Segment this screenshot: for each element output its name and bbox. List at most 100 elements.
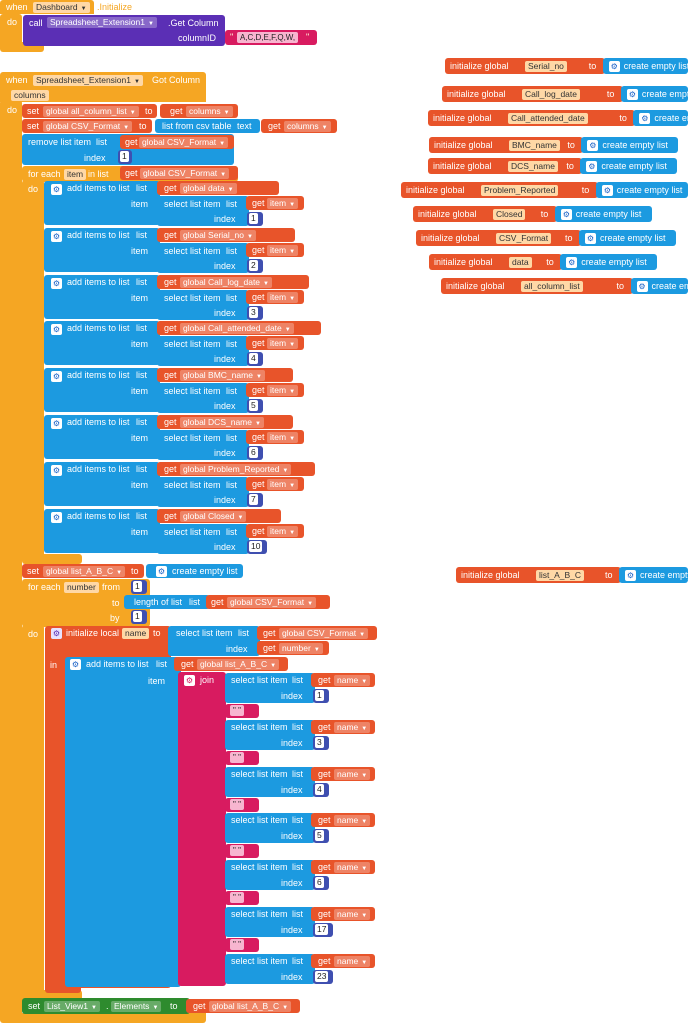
gear-icon[interactable]: ⚙: [51, 324, 62, 336]
create-empty-list-block[interactable]: [560, 254, 658, 270]
number-value[interactable]: 10: [249, 540, 263, 552]
select-list-item-block[interactable]: [157, 383, 249, 414]
number-value[interactable]: 3: [315, 736, 324, 748]
add-items-block[interactable]: [44, 415, 160, 459]
gear-icon[interactable]: ⚙: [601, 185, 613, 196]
variable-dropdown[interactable]: global CSV_Format ▼: [279, 628, 369, 639]
number-value[interactable]: 23: [315, 970, 329, 982]
get-block[interactable]: [311, 907, 375, 921]
get-block[interactable]: [246, 289, 304, 304]
gear-icon[interactable]: ⚙: [51, 184, 62, 195]
variable-dropdown[interactable]: item ▼: [267, 244, 299, 256]
add-items-block[interactable]: [44, 508, 160, 553]
set-variable-block[interactable]: [22, 119, 152, 133]
loop-variable-number[interactable]: number: [64, 582, 99, 593]
get-block[interactable]: [120, 135, 234, 149]
global-variable-name[interactable]: Serial_no: [525, 61, 567, 72]
create-empty-list-block[interactable]: [554, 206, 652, 222]
variable-dropdown[interactable]: global DCS_name ▼: [180, 417, 264, 428]
number-value[interactable]: 6: [249, 447, 258, 458]
number-value[interactable]: 3: [249, 306, 258, 318]
global-variable-name[interactable]: list_A_B_C: [536, 570, 585, 581]
get-block[interactable]: [246, 242, 304, 257]
number-value[interactable]: 6: [315, 877, 324, 889]
event-param-columns[interactable]: columns: [11, 90, 49, 101]
number-value[interactable]: 4: [315, 783, 324, 795]
gear-icon[interactable]: ⚙: [608, 61, 620, 72]
variable-dropdown[interactable]: global all_column_list ▼: [43, 106, 139, 117]
create-empty-list-block[interactable]: [580, 158, 678, 174]
text-value[interactable]: " ": [230, 751, 244, 763]
get-block[interactable]: [311, 813, 375, 828]
variable-dropdown[interactable]: name ▼: [334, 955, 371, 967]
call-get-column-block[interactable]: [23, 15, 225, 46]
get-block[interactable]: [311, 719, 375, 734]
select-list-item-block[interactable]: [225, 719, 315, 750]
variable-dropdown[interactable]: item ▼: [267, 385, 299, 397]
gear-icon[interactable]: ⚙: [51, 277, 62, 289]
gear-icon[interactable]: ⚙: [566, 257, 578, 268]
variable-dropdown[interactable]: global Problem_Reported ▼: [180, 463, 292, 475]
for-range-body[interactable]: [22, 625, 44, 1005]
variable-dropdown[interactable]: name ▼: [334, 675, 371, 686]
gear-icon[interactable]: ⚙: [625, 570, 636, 581]
number-value[interactable]: 1: [133, 611, 142, 622]
variable-dropdown[interactable]: item ▼: [267, 338, 299, 350]
get-block[interactable]: [257, 641, 329, 655]
create-empty-list-block[interactable]: [619, 567, 688, 583]
number-value[interactable]: 17: [315, 924, 329, 935]
join-block[interactable]: [178, 672, 226, 986]
text-value[interactable]: " ": [230, 705, 244, 716]
component-dropdown[interactable]: List_View1 ▼: [44, 1001, 100, 1012]
gear-icon[interactable]: ⚙: [51, 511, 62, 523]
add-items-block[interactable]: [44, 227, 160, 272]
variable-dropdown[interactable]: global CSV_Format ▼: [140, 168, 230, 179]
gear-icon[interactable]: ⚙: [51, 464, 62, 476]
get-block[interactable]: [311, 766, 375, 781]
select-list-item-block[interactable]: [157, 523, 249, 554]
text-value[interactable]: " ": [230, 939, 244, 950]
get-block[interactable]: [157, 321, 321, 336]
global-variable-name[interactable]: Call_attended_date: [508, 113, 588, 124]
global-variable-name[interactable]: Problem_Reported: [481, 185, 559, 196]
select-list-item-block[interactable]: [225, 860, 315, 891]
global-variable-name[interactable]: data: [509, 257, 532, 268]
get-block[interactable]: [246, 383, 304, 398]
gear-icon[interactable]: ⚙: [156, 566, 167, 577]
global-variable-name[interactable]: DCS_name: [508, 161, 558, 172]
number-value[interactable]: 5: [315, 830, 324, 842]
select-list-item-block[interactable]: [157, 336, 249, 367]
for-each-body[interactable]: [22, 180, 44, 562]
gear-icon[interactable]: ⚙: [51, 230, 62, 242]
select-list-item-block[interactable]: [225, 907, 315, 937]
variable-dropdown[interactable]: columns ▼: [186, 106, 233, 117]
variable-dropdown[interactable]: columns ▼: [284, 121, 331, 132]
loop-variable-item[interactable]: item: [64, 169, 87, 180]
variable-dropdown[interactable]: number ▼: [279, 643, 323, 654]
set-property-block[interactable]: [22, 998, 190, 1014]
variable-dropdown[interactable]: global BMC_name ▼: [180, 370, 265, 382]
component-dropdown[interactable]: Dashboard ▼: [33, 2, 90, 13]
global-variable-name[interactable]: CSV_Format: [496, 233, 552, 244]
variable-dropdown[interactable]: global CSV_Format ▼: [139, 137, 229, 148]
component-dropdown[interactable]: Spreadsheet_Extension1 ▼: [33, 75, 143, 86]
number-value[interactable]: 7: [249, 493, 258, 505]
select-list-item-block[interactable]: [157, 476, 249, 507]
select-list-item-block[interactable]: [225, 813, 315, 844]
add-items-block[interactable]: [44, 321, 160, 366]
get-block[interactable]: [246, 196, 304, 210]
global-variable-name[interactable]: Closed: [493, 209, 526, 220]
number-value[interactable]: 1: [315, 690, 324, 701]
get-block[interactable]: [157, 508, 281, 523]
get-block[interactable]: [157, 368, 293, 383]
get-block[interactable]: [120, 166, 238, 180]
column-id-value[interactable]: A,C,D,E,F,Q,W,: [237, 32, 299, 43]
variable-dropdown[interactable]: name ▼: [334, 862, 371, 874]
add-items-block[interactable]: [44, 368, 160, 413]
gear-icon[interactable]: ⚙: [560, 209, 572, 220]
variable-dropdown[interactable]: global data ▼: [180, 183, 237, 194]
variable-dropdown[interactable]: global Serial_no ▼: [180, 229, 256, 241]
variable-dropdown[interactable]: name ▼: [334, 909, 371, 920]
variable-dropdown[interactable]: global list_A_B_C ▼: [43, 566, 126, 577]
gear-icon[interactable]: ⚙: [626, 89, 638, 100]
